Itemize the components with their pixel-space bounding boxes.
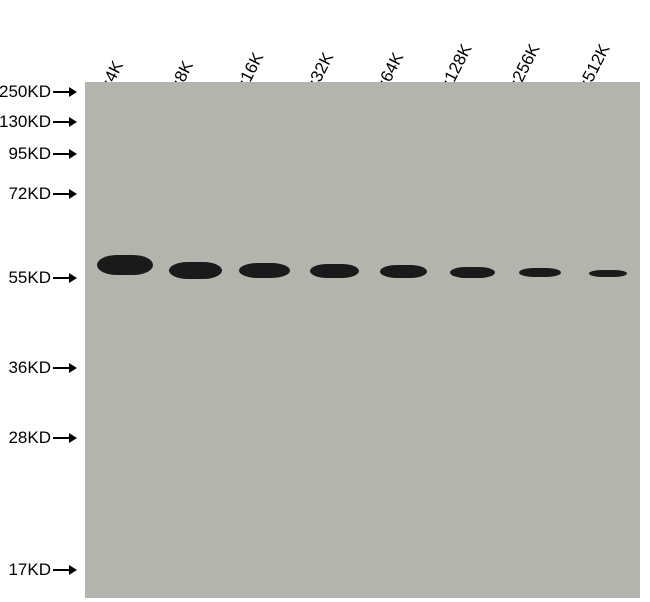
arrow-right-icon [53,148,77,160]
mw-marker: 95KD [8,144,77,164]
mw-marker: 130KD [0,112,77,132]
mw-marker: 55KD [8,268,77,288]
blot-band [169,262,222,279]
mw-marker-text: 250KD [0,82,51,102]
arrow-right-icon [53,188,77,200]
mw-marker: 28KD [8,428,77,448]
arrow-right-icon [53,116,77,128]
blot-band [519,268,561,277]
mw-marker: 72KD [8,184,77,204]
blot-band [450,267,495,278]
arrow-right-icon [53,86,77,98]
mw-marker: 17KD [8,560,77,580]
blot-membrane [85,82,640,598]
blot-band [310,264,359,278]
blot-band [97,255,153,275]
mw-marker-text: 72KD [8,184,51,204]
arrow-right-icon [53,272,77,284]
mw-marker-text: 28KD [8,428,51,448]
blot-band [380,265,427,278]
mw-marker: 36KD [8,358,77,378]
mw-marker: 250KD [0,82,77,102]
mw-marker-text: 17KD [8,560,51,580]
lane-labels-row: 1:4K1:8K1:16K1:32K1:64K1:128K1:256K1:512… [85,0,650,82]
arrow-right-icon [53,564,77,576]
mw-marker-text: 36KD [8,358,51,378]
molecular-weight-labels: 250KD 130KD 95KD 72KD 55KD 36KD 28KD 17KD [0,0,85,602]
mw-marker-text: 130KD [0,112,51,132]
blot-band [589,270,627,277]
mw-marker-text: 55KD [8,268,51,288]
blot-band [239,263,290,278]
mw-marker-text: 95KD [8,144,51,164]
arrow-right-icon [53,432,77,444]
arrow-right-icon [53,362,77,374]
